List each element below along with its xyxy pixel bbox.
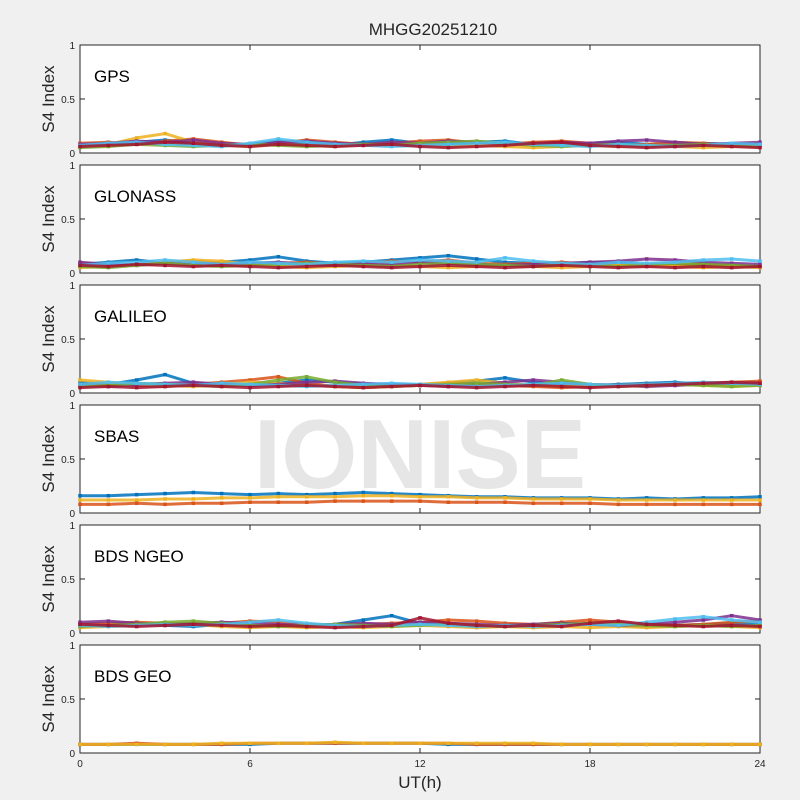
y-tick-label: 0.5 [61, 335, 75, 346]
y-tick-label: 1 [69, 281, 75, 292]
y-tick-label: 0.5 [61, 455, 75, 466]
panel-galileo: 0 0.5 1 S4 Index GALILEO [39, 281, 762, 400]
y-axis-label: S4 Index [39, 545, 58, 613]
y-tick-label: 0 [69, 509, 75, 520]
watermark: IONISE [254, 399, 586, 509]
series-trace [80, 499, 760, 506]
y-tick-label: 0.5 [61, 575, 75, 586]
plot-area [79, 644, 761, 754]
series-trace [79, 140, 761, 150]
y-tick-label: 0.5 [61, 695, 75, 706]
data-point [758, 259, 762, 263]
figure-title: MHGG20251210 [369, 20, 498, 39]
y-tick-label: 0 [69, 629, 75, 640]
y-tick-label: 1 [69, 641, 75, 652]
x-tick-label: 18 [584, 759, 596, 770]
data-point [758, 618, 762, 622]
y-tick-label: 1 [69, 161, 75, 172]
data-point [78, 622, 82, 627]
plot-area [79, 524, 761, 634]
panel-bds-ngeo: 0 0.5 1 S4 Index BDS NGEO [39, 521, 762, 640]
series-7 [78, 616, 762, 630]
series-2 [78, 493, 762, 502]
y-tick-label: 0 [69, 389, 75, 400]
y-tick-label: 0.5 [61, 215, 75, 226]
panel-label: GLONASS [94, 187, 176, 206]
series-trace [80, 491, 761, 501]
plot-area [79, 44, 761, 154]
y-axis-label: S4 Index [39, 665, 58, 733]
data-point [78, 144, 82, 149]
y-axis-label: S4 Index [39, 305, 58, 373]
series-3 [78, 499, 762, 507]
x-axis: 0 6 12 18 24 [77, 759, 766, 770]
series-7 [78, 140, 762, 150]
y-tick-label: 1 [69, 401, 75, 412]
plot-area [79, 284, 761, 394]
data-point [758, 624, 762, 629]
series-trace [79, 616, 761, 630]
y-axis-label: S4 Index [39, 425, 58, 493]
x-tick-label: 6 [247, 759, 253, 770]
y-tick-label: 0 [69, 269, 75, 280]
plot-area [79, 164, 761, 274]
series-trace [79, 256, 761, 267]
panel-label: GPS [94, 67, 130, 86]
y-tick-label: 0.5 [61, 95, 75, 106]
y-axis-label: S4 Index [39, 185, 58, 253]
x-tick-label: 12 [414, 759, 426, 770]
panel-label: BDS GEO [94, 667, 171, 686]
panel-bds-geo: 0 0.5 1 S4 Index BDS GEO [39, 641, 762, 760]
panel-label: SBAS [94, 427, 139, 446]
series-trace [80, 740, 760, 746]
panel-gps: 0 0.5 1 S4 Index GPS [39, 41, 762, 160]
x-tick-label: 0 [77, 759, 83, 770]
panel-sbas: 0 0.5 1 S4 Index SBAS [39, 401, 762, 520]
x-axis-label: UT(h) [398, 773, 441, 792]
panel-label: BDS NGEO [94, 547, 184, 566]
panel-glonass: 0 0.5 1 S4 Index GLONASS [39, 161, 762, 280]
y-tick-label: 1 [69, 521, 75, 532]
panels-group: 0 0.5 1 S4 Index GPS 0 0.5 1 S4 Index GLONASS 0 0.5… [39, 41, 762, 760]
y-axis-label: S4 Index [39, 65, 58, 133]
y-tick-label: 0 [69, 149, 75, 160]
panel-label: GALILEO [94, 307, 167, 326]
series-trace [79, 262, 761, 270]
x-tick-label: 24 [754, 759, 766, 770]
series-7 [78, 262, 762, 270]
y-tick-label: 0 [69, 749, 75, 760]
y-tick-label: 1 [69, 41, 75, 52]
series-trace [80, 494, 760, 502]
series-trace [79, 380, 761, 390]
series-3 [78, 740, 762, 747]
series-7 [78, 380, 762, 390]
